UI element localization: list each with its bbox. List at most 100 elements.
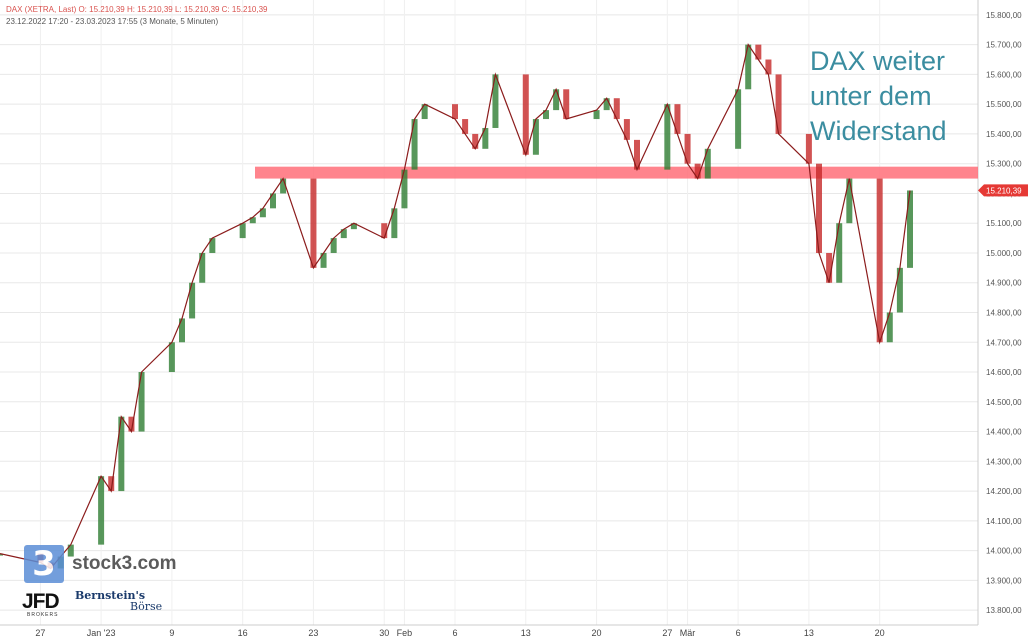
price-bar — [239, 223, 246, 239]
x-tick-label: 27 — [662, 628, 672, 638]
y-tick-label: 14.700,00 — [986, 338, 1022, 347]
price-bar — [543, 110, 549, 120]
price-bar — [482, 127, 489, 149]
x-tick-label: 20 — [592, 628, 602, 638]
price-bar — [532, 119, 539, 155]
x-tick-label: 13 — [804, 628, 814, 638]
stock3-logo-icon: 3 — [24, 545, 64, 583]
price-bar — [452, 104, 458, 120]
stock3-wordmark: stock3.com — [72, 553, 177, 574]
y-tick-label: 14.600,00 — [986, 368, 1022, 377]
x-tick-label: 20 — [875, 628, 885, 638]
x-tick-label: 23 — [308, 628, 318, 638]
price-bar — [411, 119, 418, 170]
y-tick-label: 15.600,00 — [986, 70, 1022, 79]
price-bar — [704, 148, 711, 179]
annotation-line-3: Widerstand — [810, 116, 947, 146]
price-bar — [876, 178, 883, 343]
x-tick-label: 30 — [379, 628, 389, 638]
y-tick-label: 14.500,00 — [986, 398, 1022, 407]
price-bar — [330, 238, 337, 253]
bernstein-logo: Bernstein's — [75, 589, 146, 602]
price-bar — [896, 267, 903, 313]
price-bar — [634, 139, 640, 170]
instrument-header: DAX (XETRA, Last) O: 15.210,39 H: 15.210… — [6, 5, 268, 14]
resistance-zone — [255, 166, 978, 179]
boerse-logo: Börse — [130, 600, 163, 613]
y-tick-label: 15.400,00 — [986, 130, 1022, 139]
annotation-line-2: unter dem — [810, 81, 932, 111]
x-tick-label: Feb — [397, 628, 413, 638]
annotation-line-1: DAX weiter — [810, 46, 946, 76]
price-bar — [168, 342, 175, 373]
price-bar — [199, 252, 206, 283]
last-price-marker — [978, 184, 1028, 197]
price-bar — [765, 59, 772, 75]
price-bar — [118, 416, 125, 492]
price-bar — [805, 133, 812, 164]
price-bar — [886, 312, 893, 343]
price-bar — [259, 208, 266, 218]
price-bar — [350, 223, 357, 230]
y-tick-label: 15.100,00 — [986, 219, 1022, 228]
x-tick-label: 6 — [452, 628, 457, 638]
y-tick-label: 14.900,00 — [986, 279, 1022, 288]
price-bar — [280, 178, 287, 194]
x-tick-label: 13 — [521, 628, 531, 638]
price-bar — [613, 98, 620, 120]
price-bar — [826, 252, 833, 283]
y-tick-label: 14.100,00 — [986, 517, 1022, 526]
price-bar — [462, 119, 469, 134]
price-bar — [593, 110, 600, 120]
price-bar — [128, 416, 135, 432]
chart-annotation: DAX weiter unter dem Widerstand — [810, 44, 947, 149]
price-bar — [310, 178, 317, 268]
price-bar — [836, 223, 843, 283]
price-bar — [846, 178, 853, 224]
price-bar — [270, 193, 276, 209]
price-bar — [492, 74, 499, 128]
jfd-logo: JFD — [22, 590, 60, 613]
price-bar — [189, 282, 196, 319]
price-bar — [179, 318, 185, 343]
price-bar — [67, 544, 74, 557]
y-tick-label: 15.300,00 — [986, 160, 1022, 169]
price-bar — [775, 74, 782, 134]
price-bar — [401, 169, 408, 209]
price-bar — [694, 163, 701, 179]
price-bar — [209, 238, 216, 253]
y-tick-label: 15.500,00 — [986, 100, 1022, 109]
timerange-header: 23.12.2022 17:20 - 23.03.2023 17:55 (3 M… — [6, 17, 219, 26]
price-bar — [391, 208, 398, 239]
y-tick-label: 15.800,00 — [986, 11, 1022, 20]
price-bar — [108, 476, 115, 492]
price-bar — [320, 252, 327, 268]
x-tick-label: 16 — [238, 628, 248, 638]
price-bar — [755, 44, 762, 60]
price-bar — [421, 104, 428, 120]
x-tick-label: 9 — [169, 628, 174, 638]
price-bar — [138, 372, 145, 432]
price-bar — [623, 119, 630, 140]
price-bar — [745, 44, 752, 90]
y-tick-label: 14.300,00 — [986, 457, 1022, 466]
x-tick-label: 6 — [736, 628, 741, 638]
price-series-line — [0, 43, 911, 570]
price-bar — [472, 133, 479, 149]
jfd-logo-sub: BROKERS — [27, 612, 59, 618]
y-tick-label: 13.800,00 — [986, 606, 1022, 615]
price-bar — [522, 74, 529, 155]
y-tick-label: 15.000,00 — [986, 249, 1022, 258]
price-bar — [674, 104, 681, 134]
y-tick-label: 13.900,00 — [986, 576, 1022, 585]
price-bar — [340, 229, 347, 239]
y-tick-label: 15.700,00 — [986, 41, 1022, 50]
price-bar — [664, 104, 671, 170]
last-price-label: 15.210,39 — [986, 186, 1022, 195]
price-bar — [684, 133, 691, 164]
price-bar — [553, 89, 560, 111]
x-tick-label: Jan '23 — [87, 628, 116, 638]
price-bar — [98, 476, 105, 545]
price-bar — [603, 98, 610, 111]
